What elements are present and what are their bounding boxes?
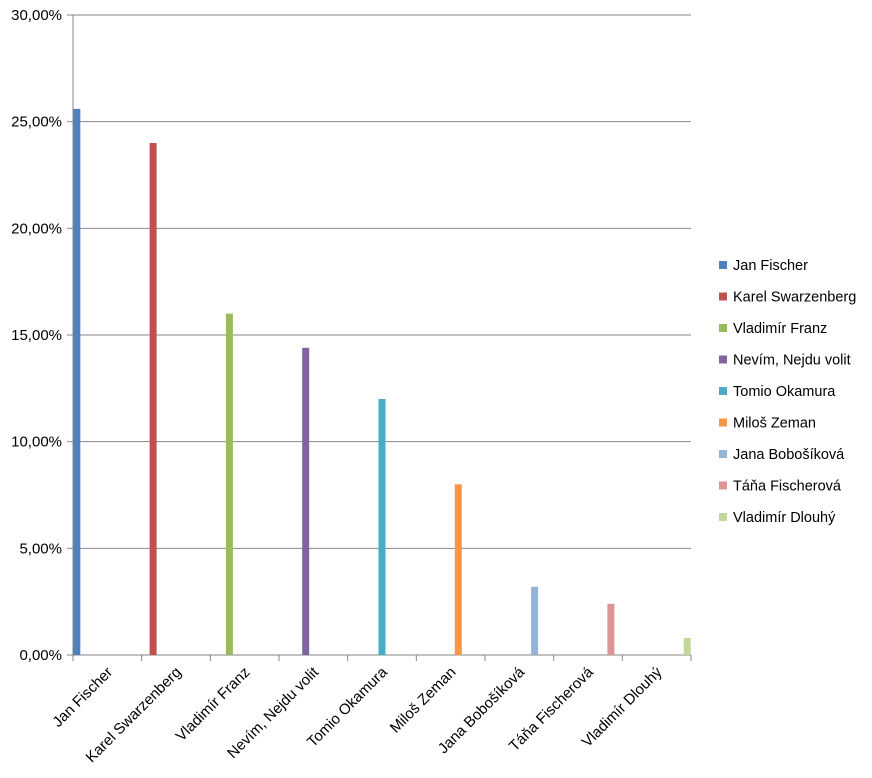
legend-item: Nevím, Nejdu volit — [719, 353, 851, 369]
y-axis-tick-label: 25,00% — [11, 114, 62, 131]
legend-swatch — [719, 324, 727, 332]
legend-label: Nevím, Nejdu volit — [733, 353, 851, 369]
legend-label: Táňa Fischerová — [733, 479, 842, 495]
legend-swatch — [719, 450, 727, 458]
legend-item: Táňa Fischerová — [719, 479, 842, 495]
legend-item: Vladimír Dlouhý — [719, 510, 836, 526]
y-axis-tick-label: 10,00% — [11, 434, 62, 451]
legend-swatch — [719, 261, 727, 269]
legend-label: Vladimír Dlouhý — [733, 510, 836, 526]
legend-swatch — [719, 513, 727, 521]
bar — [149, 143, 157, 655]
legend-item: Miloš Zeman — [719, 416, 816, 432]
bar — [607, 603, 615, 655]
bar — [73, 108, 81, 655]
legend-swatch — [719, 355, 727, 364]
y-axis-tick-label: 5,00% — [19, 540, 62, 557]
gridlines — [73, 14, 691, 549]
legend-label: Jan Fischer — [733, 258, 808, 274]
legend-item: Jana Bobošíková — [719, 447, 845, 463]
legend-swatch — [719, 481, 727, 490]
legend-label: Vladimír Franz — [733, 321, 827, 337]
bar — [302, 347, 310, 655]
bars — [73, 108, 691, 655]
y-axis-tick-label: 0,00% — [19, 647, 62, 664]
bar — [378, 399, 386, 655]
y-axis-tick-label: 20,00% — [11, 220, 62, 237]
x-axis-tick-label: Jan Fischer — [49, 664, 116, 731]
legend-label: Karel Swarzenberg — [733, 290, 856, 306]
legend-swatch — [719, 418, 727, 427]
bar — [531, 586, 539, 655]
legend-swatch — [719, 292, 727, 301]
legend-item: Karel Swarzenberg — [719, 290, 856, 306]
legend-swatch — [719, 387, 727, 395]
legend-item: Vladimír Franz — [719, 321, 827, 337]
y-axis-tick-labels: 0,00% 5,00% 10,00% 15,00% 20,00% 25,00% 30,00% — [11, 7, 62, 664]
legend-label: Tomio Okamura — [733, 384, 836, 400]
bar — [683, 637, 691, 655]
legend-item: Jan Fischer — [719, 258, 808, 274]
legend-item: Tomio Okamura — [719, 384, 836, 400]
legend-label: Jana Bobošíková — [733, 447, 845, 463]
x-axis-tick-label: Miloš Zeman — [387, 664, 460, 737]
y-axis-tick-label: 15,00% — [11, 327, 62, 344]
legend: Jan Fischer Karel Swarzenberg Vladimír Fra… — [719, 258, 856, 526]
bar — [225, 313, 233, 655]
y-axis-tick-label: 30,00% — [11, 7, 62, 24]
legend-label: Miloš Zeman — [733, 416, 816, 432]
bar — [454, 484, 462, 655]
